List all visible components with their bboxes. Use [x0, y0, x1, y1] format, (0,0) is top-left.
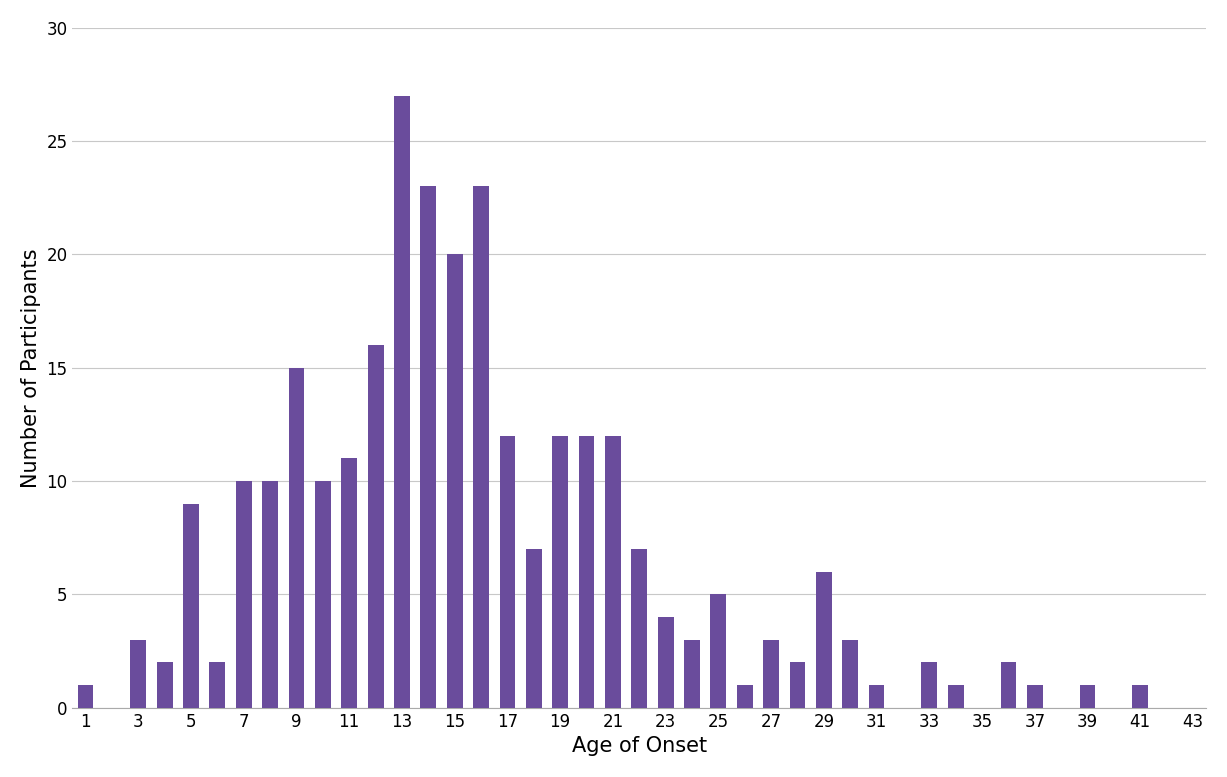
Bar [263, 481, 279, 708]
Bar [210, 663, 226, 708]
Bar [130, 639, 146, 708]
Bar [947, 685, 963, 708]
Bar [77, 685, 93, 708]
Bar [737, 685, 752, 708]
Bar [341, 458, 357, 708]
Bar [1027, 685, 1043, 708]
Bar [394, 96, 410, 708]
Bar [236, 481, 252, 708]
Bar [658, 617, 674, 708]
Bar [499, 436, 515, 708]
Y-axis label: Number of Participants: Number of Participants [21, 248, 40, 487]
Bar [315, 481, 331, 708]
Bar [447, 255, 463, 708]
Bar [1133, 685, 1148, 708]
Bar [288, 368, 304, 708]
Bar [526, 549, 541, 708]
Bar [368, 345, 384, 708]
Bar [474, 186, 490, 708]
Bar [842, 639, 858, 708]
Bar [421, 186, 437, 708]
X-axis label: Age of Onset: Age of Onset [572, 736, 707, 756]
Bar [183, 503, 199, 708]
Bar [605, 436, 621, 708]
Bar [710, 594, 726, 708]
Bar [1000, 663, 1016, 708]
Bar [685, 639, 699, 708]
Bar [763, 639, 779, 708]
Bar [1080, 685, 1096, 708]
Bar [869, 685, 885, 708]
Bar [789, 663, 805, 708]
Bar [921, 663, 937, 708]
Bar [816, 572, 832, 708]
Bar [579, 436, 594, 708]
Bar [552, 436, 568, 708]
Bar [632, 549, 647, 708]
Bar [157, 663, 173, 708]
